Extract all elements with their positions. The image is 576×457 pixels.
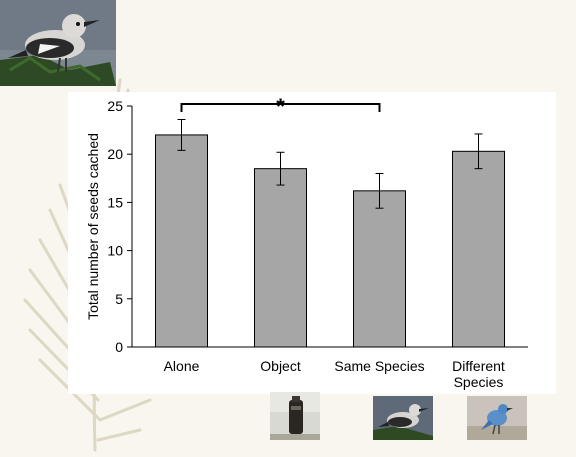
y-tick-label: 5 bbox=[115, 291, 123, 307]
y-tick-label: 25 bbox=[107, 98, 123, 114]
x-tick-label: Same Species bbox=[334, 358, 424, 374]
nutcracker-photo bbox=[0, 0, 116, 86]
bar bbox=[452, 150, 505, 348]
x-tick-label: Object bbox=[260, 358, 301, 374]
x-tick-label: Different bbox=[452, 358, 505, 374]
x-tick-label: Species bbox=[454, 374, 504, 390]
significance-star: * bbox=[276, 94, 285, 119]
chart-panel: 0 5 10 15 20 25 Alone Object Same Species Differ… bbox=[68, 92, 556, 394]
y-tick-label: 20 bbox=[107, 146, 123, 162]
x-tick-label: Alone bbox=[164, 358, 200, 374]
bar bbox=[254, 168, 307, 348]
bar bbox=[155, 134, 208, 348]
y-tick-label: 10 bbox=[107, 243, 123, 259]
object-photo bbox=[270, 392, 320, 440]
y-tick-label: 15 bbox=[107, 194, 123, 210]
blue-bird-photo bbox=[467, 396, 527, 440]
y-tick-label: 0 bbox=[115, 339, 123, 355]
bar bbox=[353, 190, 406, 348]
significance-bracket bbox=[180, 103, 381, 112]
y-axis-label: Total number of seeds cached bbox=[85, 133, 101, 320]
nutcracker-photo bbox=[373, 396, 433, 440]
bar-chart: 0 5 10 15 20 25 Alone Object Same Species Differ… bbox=[85, 94, 528, 390]
